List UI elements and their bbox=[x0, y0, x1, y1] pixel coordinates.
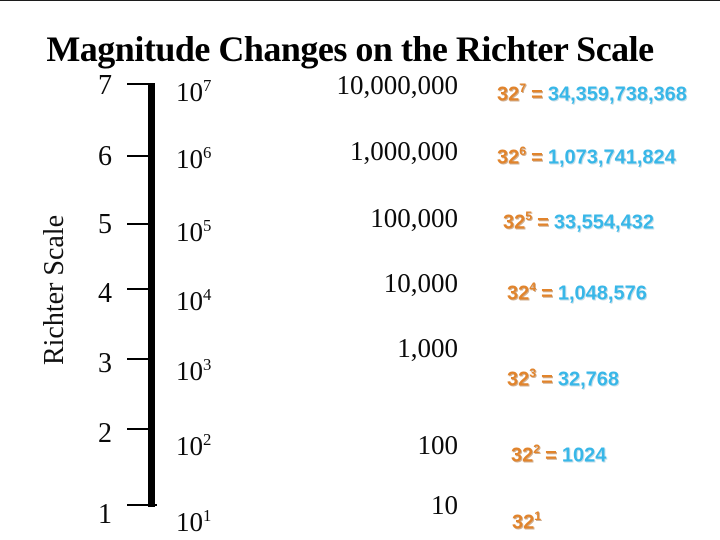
pow32-exponent: 5 bbox=[525, 209, 533, 223]
power-of-32-row-7: 327 = 34,359,738,368 bbox=[497, 76, 687, 108]
pow10-base: 10 bbox=[176, 431, 203, 461]
power-of-32-row-5: 325 = 33,554,432 bbox=[503, 204, 654, 236]
scale-tick-6 bbox=[127, 155, 149, 157]
power-of-ten-2: 102 bbox=[176, 423, 211, 463]
pow32-exponent: 6 bbox=[519, 144, 527, 158]
scale-tick-7 bbox=[127, 83, 149, 85]
pow10-base: 10 bbox=[176, 507, 203, 537]
power-of-ten-6: 106 bbox=[176, 136, 211, 176]
pow10-base: 10 bbox=[176, 286, 203, 316]
scale-tick-1 bbox=[127, 504, 157, 506]
pow32-result: 1,048,576 bbox=[557, 282, 647, 305]
pow32-base: 32 bbox=[512, 511, 535, 534]
pow32-exponent: 7 bbox=[519, 81, 527, 95]
magnitude-value-1: 10 bbox=[431, 490, 458, 520]
pow10-base: 10 bbox=[176, 217, 203, 247]
pow32-result: 1024 bbox=[561, 444, 607, 467]
scale-number-7: 7 bbox=[98, 70, 112, 101]
equals-sign: = bbox=[531, 146, 543, 169]
pow10-base: 10 bbox=[176, 77, 203, 107]
equals-sign: = bbox=[545, 444, 557, 467]
pow32-base: 32 bbox=[497, 146, 520, 169]
scale-tick-5 bbox=[127, 223, 149, 225]
pow32-base: 32 bbox=[507, 368, 530, 391]
pow10-exponent: 2 bbox=[203, 430, 212, 449]
equals-sign: = bbox=[531, 83, 543, 106]
pow32-result: 32,768 bbox=[557, 368, 620, 391]
scale-number-6: 6 bbox=[98, 141, 112, 172]
pow10-base: 10 bbox=[176, 356, 203, 386]
equals-sign: = bbox=[541, 282, 553, 305]
power-of-32-row-3: 323 = 32,768 bbox=[507, 361, 619, 393]
power-of-ten-4: 104 bbox=[176, 278, 211, 318]
pow10-exponent: 1 bbox=[203, 506, 212, 525]
page-title: Magnitude Changes on the Richter Scale bbox=[46, 29, 654, 70]
pow10-exponent: 5 bbox=[203, 216, 212, 235]
magnitude-value-7: 10,000,000 bbox=[336, 70, 459, 100]
magnitude-value-6: 1,000,000 bbox=[350, 136, 458, 166]
pow10-exponent: 3 bbox=[203, 355, 212, 374]
power-of-ten-5: 105 bbox=[176, 209, 211, 249]
scale-number-5: 5 bbox=[98, 209, 112, 240]
power-of-32-row-2: 322 = 1024 bbox=[511, 437, 606, 469]
pow10-exponent: 4 bbox=[203, 285, 212, 304]
magnitude-value-3: 1,000 bbox=[397, 333, 458, 363]
pow32-base: 32 bbox=[507, 282, 530, 305]
power-of-32-row-6: 326 = 1,073,741,824 bbox=[497, 139, 676, 171]
equals-sign: = bbox=[537, 211, 549, 234]
pow32-exponent: 4 bbox=[529, 280, 537, 294]
scale-number-3: 3 bbox=[98, 348, 112, 379]
pow10-exponent: 6 bbox=[203, 143, 212, 162]
pow32-base: 32 bbox=[503, 211, 526, 234]
pow10-base: 10 bbox=[176, 144, 203, 174]
pow10-exponent: 7 bbox=[203, 76, 212, 95]
pow32-base: 32 bbox=[511, 444, 534, 467]
scale-number-4: 4 bbox=[98, 278, 112, 309]
scale-tick-3 bbox=[127, 358, 149, 360]
pow32-exponent: 3 bbox=[529, 366, 537, 380]
pow32-result: 1,073,741,824 bbox=[547, 146, 676, 169]
pow32-exponent: 1 bbox=[534, 509, 542, 523]
scale-number-1: 1 bbox=[98, 499, 112, 530]
power-of-32-row-4: 324 = 1,048,576 bbox=[507, 275, 647, 307]
magnitude-value-2: 100 bbox=[417, 430, 459, 460]
power-of-32-row-1: 321 bbox=[512, 504, 551, 536]
magnitude-value-5: 100,000 bbox=[370, 203, 458, 233]
power-of-ten-7: 107 bbox=[176, 69, 211, 109]
top-border-line bbox=[0, 0, 720, 1]
scale-axis-line bbox=[148, 83, 155, 507]
scale-tick-2 bbox=[127, 428, 149, 430]
equals-sign: = bbox=[541, 368, 553, 391]
pow32-exponent: 2 bbox=[533, 442, 541, 456]
magnitude-value-4: 10,000 bbox=[383, 268, 458, 298]
y-axis-label: Richter Scale bbox=[39, 214, 70, 366]
scale-tick-4 bbox=[127, 288, 149, 290]
pow32-result: 33,554,432 bbox=[553, 211, 654, 234]
power-of-ten-3: 103 bbox=[176, 348, 211, 388]
pow32-base: 32 bbox=[497, 83, 520, 106]
scale-number-2: 2 bbox=[98, 418, 112, 449]
power-of-ten-1: 101 bbox=[176, 499, 211, 539]
pow32-result: 34,359,738,368 bbox=[547, 83, 687, 106]
